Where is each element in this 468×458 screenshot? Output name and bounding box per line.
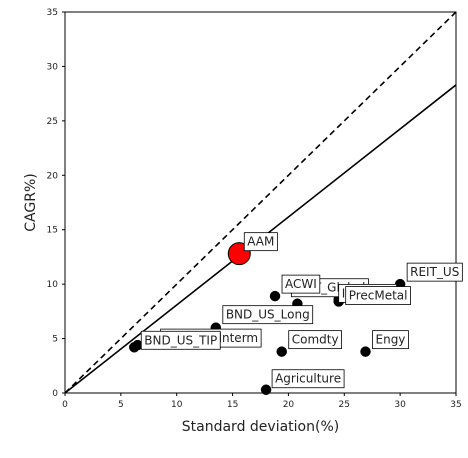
y-tick-label: 10 (47, 280, 59, 290)
label-box (140, 330, 221, 350)
x-tick-label: 35 (450, 400, 461, 410)
x-axis-ticks: 0 5 10 15 20 25 30 35 (62, 393, 462, 410)
point-agriculture (260, 384, 272, 395)
y-tick-label: 5 (52, 335, 58, 345)
point-bnd-us-tip (129, 342, 140, 353)
label-box (271, 369, 345, 389)
x-tick-label: 15 (227, 400, 238, 410)
label-aam: AAM (243, 232, 278, 252)
label-text: PrecMetal (349, 289, 408, 303)
y-tick-label: 25 (47, 117, 58, 127)
label-text: BND_US_Long (226, 308, 310, 322)
label-reit-us: REIT_US (406, 262, 463, 282)
label-text: Comdty (292, 333, 339, 347)
y-axis-ticks: 0 5 10 15 20 25 30 35 (47, 8, 65, 399)
diagonal-dashed-line (64, 11, 457, 394)
x-tick-label: 10 (171, 400, 183, 410)
label-precmetal: PrecMetal (345, 286, 411, 305)
x-tick-label: 30 (394, 400, 406, 410)
label-agriculture: Agriculture (271, 369, 345, 389)
y-tick-label: 15 (47, 226, 58, 236)
label-acwi: ACWI (281, 274, 321, 294)
label-box (281, 274, 321, 294)
x-tick-label: 5 (118, 400, 124, 410)
label-comdty: Comdty (288, 330, 342, 350)
label-bnd-us-tip: BND_US_TIP (140, 330, 221, 350)
y-axis-label: CAGR%) (23, 173, 39, 231)
label-text: ACWI (285, 277, 317, 291)
label-text: Agriculture (275, 372, 341, 386)
point-labels: BND_US_IntermBND_US_TIPREIT_GlobalIndMet… (140, 232, 463, 389)
label-engy: Engy (372, 330, 409, 350)
label-bnd-us-long: BND_US_Long (222, 305, 314, 325)
label-box (345, 286, 411, 305)
y-tick-label: 30 (47, 62, 59, 72)
point-comdty (276, 346, 287, 357)
x-tick-label: 20 (283, 400, 295, 410)
y-tick-label: 20 (47, 171, 59, 181)
label-text: BND_US_TIP (144, 333, 217, 347)
label-text: AAM (247, 235, 274, 249)
label-box (288, 330, 342, 350)
point-engy (360, 346, 371, 357)
label-box (222, 305, 314, 325)
y-tick-label: 0 (52, 389, 58, 399)
label-text: Engy (376, 333, 406, 347)
label-box (372, 330, 409, 350)
label-box (406, 262, 463, 282)
x-tick-label: 25 (339, 400, 350, 410)
x-axis-label: Standard deviation(%) (182, 419, 339, 435)
x-tick-label: 0 (62, 400, 68, 410)
label-box (243, 232, 278, 252)
label-text: REIT_US (410, 265, 459, 279)
y-tick-label: 35 (47, 8, 58, 18)
point-acwi (269, 290, 281, 302)
